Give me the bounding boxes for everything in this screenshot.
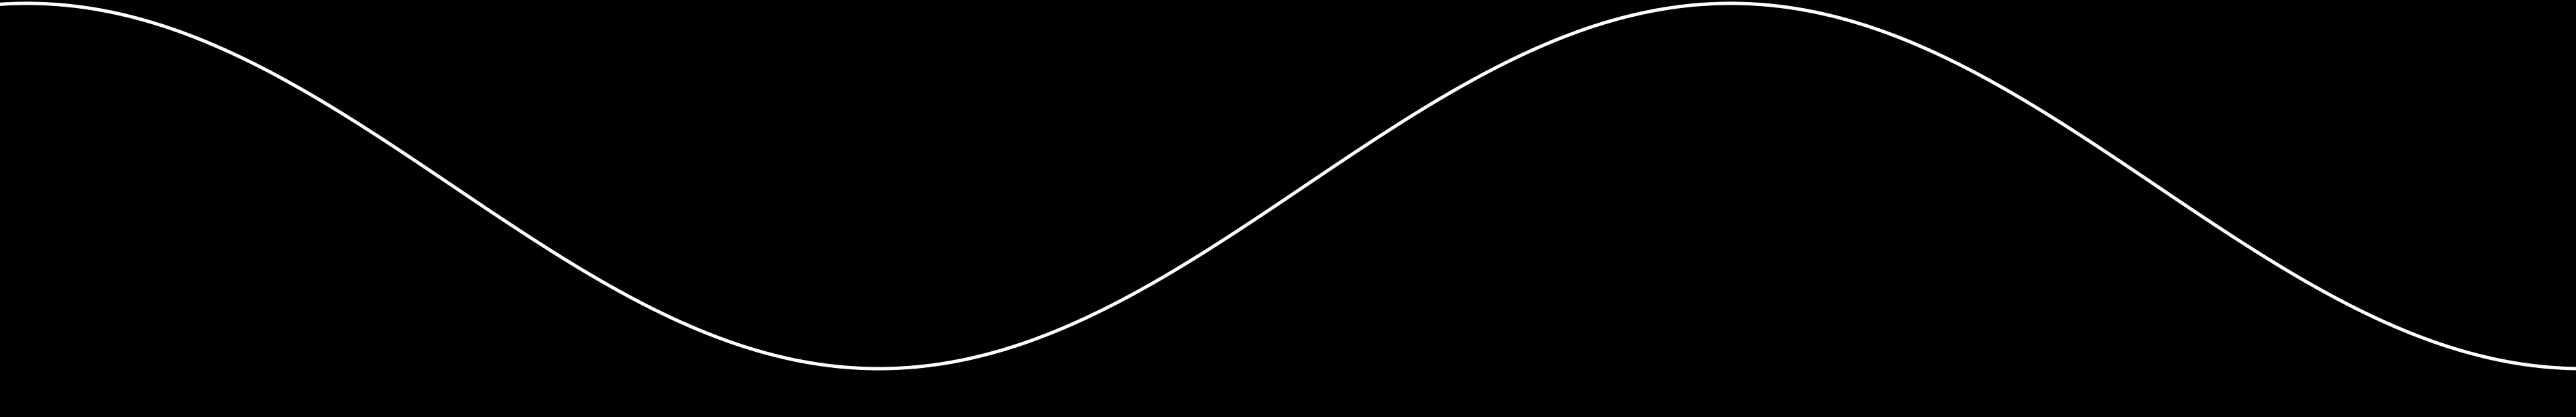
sine-wave-path: [0, 1, 2576, 371]
